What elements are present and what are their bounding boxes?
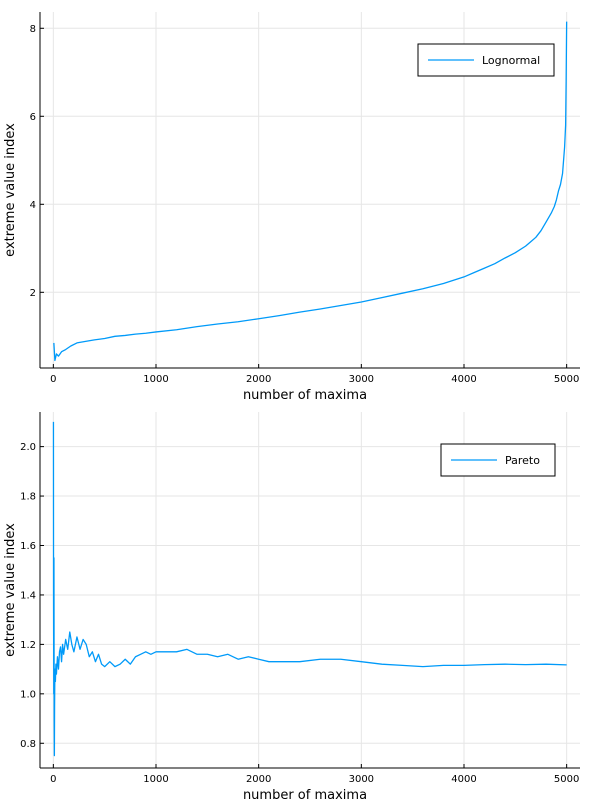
y-tick-label: 8 (30, 24, 36, 35)
y-tick-label: 4 (30, 200, 36, 211)
x-tick-label: 1000 (143, 374, 168, 385)
x-tick-label: 3000 (349, 374, 374, 385)
y-tick-label: 0.8 (20, 739, 36, 750)
y-tick-label: 1.6 (20, 541, 36, 552)
legend: Pareto (440, 443, 556, 477)
series-line-pareto (52, 421, 567, 757)
series-line-lognormal (53, 21, 568, 362)
chart-panel-1: 0 1000 2000 3000 4000 5000 2 4 6 8 number of maxim… (3, 12, 580, 403)
x-axis-label: number of maxima (243, 788, 367, 800)
y-tick-label: 1.2 (20, 640, 36, 651)
y-tick-label: 1.0 (20, 689, 36, 700)
x-tick-label: 1000 (143, 774, 168, 785)
x-tick-label: 0 (50, 374, 56, 385)
chart-panel-2: 0 1000 2000 3000 4000 5000 0.8 1.0 1.2 1.4 1.6 1.8 2… (3, 412, 580, 800)
x-tick-label: 4000 (451, 374, 476, 385)
x-tick-label: 0 (50, 774, 56, 785)
legend-label: Pareto (505, 454, 540, 467)
y-axis-label: extreme value index (3, 123, 18, 257)
y-tick-label: 2.0 (20, 442, 36, 453)
x-tick-label: 3000 (349, 774, 374, 785)
x-tick-label: 2000 (246, 774, 271, 785)
y-axis-label: extreme value index (3, 523, 18, 657)
y-tick-label: 2 (30, 288, 36, 299)
y-tick-label: 6 (30, 112, 36, 123)
y-tick-label: 1.4 (20, 590, 36, 601)
legend-label: Lognormal (482, 54, 540, 67)
y-tick-label: 1.8 (20, 492, 36, 503)
x-tick-label: 5000 (554, 374, 579, 385)
x-tick-label: 2000 (246, 374, 271, 385)
x-tick-label: 5000 (554, 774, 579, 785)
legend: Lognormal (417, 43, 555, 77)
x-axis-label: number of maxima (243, 388, 367, 403)
x-tick-label: 4000 (451, 774, 476, 785)
